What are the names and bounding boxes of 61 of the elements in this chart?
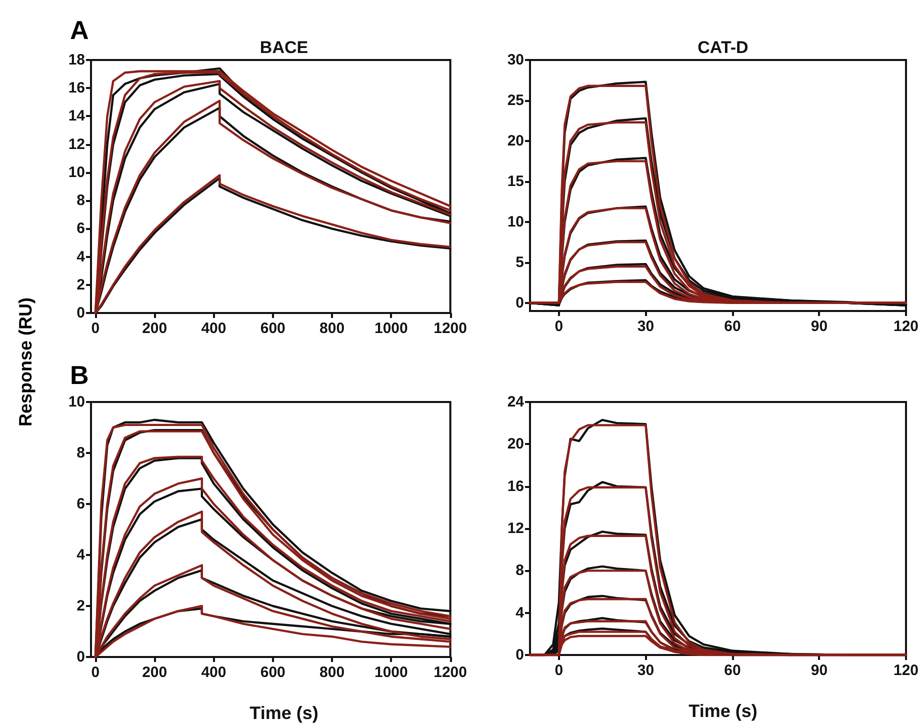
y-tick-label: 4 bbox=[516, 604, 525, 622]
y-tick-label: 16 bbox=[507, 478, 524, 495]
x-tick-label: 120 bbox=[893, 662, 919, 679]
y-tick-label: 16 bbox=[68, 80, 85, 97]
x-tick-label: 60 bbox=[724, 318, 741, 335]
y-tick-label: 8 bbox=[76, 192, 85, 210]
y-tick-label: 12 bbox=[507, 520, 524, 537]
y-tick-label: 8 bbox=[516, 562, 524, 580]
x-tick-label: 90 bbox=[810, 318, 828, 335]
y-tick-label: 20 bbox=[507, 436, 524, 453]
x-tick-label: 400 bbox=[201, 664, 226, 681]
x-tick-label: 90 bbox=[810, 662, 828, 679]
x-tick-label: 800 bbox=[320, 664, 345, 681]
y-tick-label: 14 bbox=[68, 108, 86, 125]
y-axis-title: Response (RU) bbox=[16, 297, 36, 427]
x-tick-label: 0 bbox=[91, 664, 100, 681]
chart-title: CAT-D bbox=[698, 38, 748, 57]
x-tick-label: 0 bbox=[554, 662, 564, 679]
x-tick-label: 60 bbox=[724, 662, 741, 679]
y-tick-label: 5 bbox=[516, 254, 524, 271]
y-tick-label: 6 bbox=[76, 496, 85, 512]
y-tick-label: 30 bbox=[507, 52, 524, 68]
x-tick-label: 600 bbox=[260, 664, 286, 681]
x-tick-label: 30 bbox=[637, 318, 654, 335]
y-tick-label: 4 bbox=[76, 248, 86, 266]
y-tick-label: 2 bbox=[76, 598, 85, 614]
y-tick-label: 4 bbox=[76, 546, 86, 564]
y-tick-label: 0 bbox=[516, 646, 524, 664]
y-tick-label: 10 bbox=[68, 164, 85, 181]
y-tick-label: 24 bbox=[507, 394, 525, 410]
y-tick-label: 2 bbox=[76, 276, 85, 294]
x-axis-title: Time (s) bbox=[688, 701, 758, 721]
text: A bbox=[70, 15, 89, 45]
x-axis-title: Time (s) bbox=[250, 703, 318, 723]
x-tick-label: 0 bbox=[91, 320, 100, 337]
x-tick-label: 1200 bbox=[434, 320, 468, 337]
x-tick-label: 1200 bbox=[434, 664, 468, 681]
x-tick-label: 800 bbox=[320, 320, 345, 337]
y-tick-label: 10 bbox=[507, 213, 524, 230]
y-tick-label: 0 bbox=[76, 648, 85, 666]
y-tick-label: 15 bbox=[507, 172, 524, 190]
x-tick-label: 30 bbox=[637, 662, 654, 679]
y-tick-label: 6 bbox=[76, 220, 85, 238]
y-tick-label: 12 bbox=[68, 136, 85, 153]
y-tick-label: 8 bbox=[76, 444, 85, 462]
x-tick-label: 120 bbox=[893, 318, 919, 335]
x-tick-label: 200 bbox=[142, 320, 168, 337]
y-tick-label: 25 bbox=[507, 92, 524, 109]
y-tick-label: 10 bbox=[68, 394, 85, 410]
text: B bbox=[70, 360, 89, 390]
x-tick-label: 400 bbox=[201, 320, 226, 337]
x-tick-label: 1000 bbox=[374, 664, 408, 681]
y-tick-label: 20 bbox=[507, 132, 524, 150]
x-tick-label: 200 bbox=[142, 664, 168, 681]
x-tick-label: 1000 bbox=[374, 320, 408, 337]
x-tick-label: 0 bbox=[554, 318, 564, 335]
x-tick-label: 600 bbox=[260, 320, 286, 337]
y-tick-label: 0 bbox=[76, 304, 85, 322]
y-tick-label: 0 bbox=[516, 294, 524, 312]
y-tick-label: 18 bbox=[68, 52, 85, 68]
chart-title: BACE bbox=[260, 38, 308, 57]
